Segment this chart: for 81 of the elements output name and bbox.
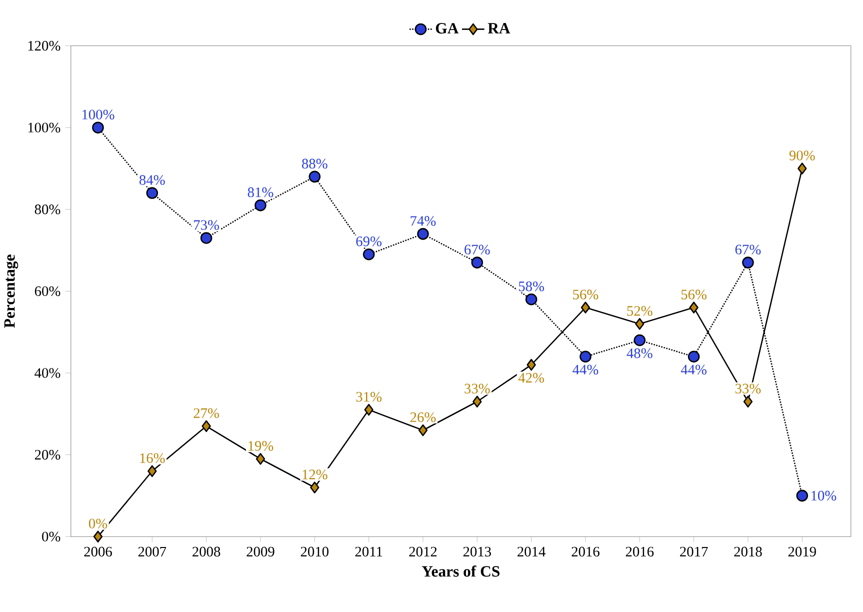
point xyxy=(92,121,104,134)
data-label: 19% xyxy=(248,440,274,451)
data-label: 10% xyxy=(812,490,836,500)
point xyxy=(146,186,158,199)
data-label: 56% xyxy=(681,289,707,300)
point xyxy=(200,232,212,244)
x-tick-label: 2007 xyxy=(138,546,166,556)
data-label: 48% xyxy=(626,348,652,358)
point xyxy=(688,350,700,362)
y-tick-label: 0% xyxy=(42,531,60,542)
data-label: 67% xyxy=(735,244,761,254)
y-tick-label: 40% xyxy=(34,368,60,378)
x-tick-label: 2011 xyxy=(355,546,382,556)
x-tick-label: 2016 xyxy=(572,546,600,556)
point xyxy=(526,358,536,370)
y-tick-label: 20% xyxy=(34,450,60,460)
y-tick-label: 100% xyxy=(28,122,60,132)
y-axis-title: Percentage xyxy=(4,254,18,328)
point xyxy=(362,248,375,260)
x-tick-label: 2009 xyxy=(246,546,274,556)
data-label: 44% xyxy=(680,364,707,374)
data-label: 73% xyxy=(194,220,220,230)
data-label: 69% xyxy=(356,236,382,246)
x-tick-label: 2012 xyxy=(409,546,437,556)
x-tick-label: 2008 xyxy=(192,546,220,556)
point xyxy=(202,420,211,432)
x-tick-label: 2014 xyxy=(518,546,546,556)
data-label: 42% xyxy=(518,372,544,382)
legend-label: GA xyxy=(436,22,459,34)
point xyxy=(580,301,590,314)
data-label: 44% xyxy=(572,364,598,374)
point xyxy=(472,395,482,408)
data-label: 56% xyxy=(573,289,598,300)
point xyxy=(743,395,753,408)
x-tick-label: 2019 xyxy=(788,546,816,556)
data-label: 16% xyxy=(140,453,165,463)
point xyxy=(635,318,644,330)
point xyxy=(796,490,808,502)
data-label: 27% xyxy=(194,408,220,418)
data-label: 90% xyxy=(789,150,815,160)
point xyxy=(580,350,592,362)
point xyxy=(148,465,157,477)
point xyxy=(254,199,266,211)
data-label: 12% xyxy=(302,469,328,480)
data-label: 52% xyxy=(627,306,652,316)
data-label: 33% xyxy=(735,384,761,394)
point xyxy=(742,256,754,268)
data-label: 88% xyxy=(302,158,328,168)
x-tick-label: 2016 xyxy=(626,546,654,556)
point xyxy=(308,170,321,182)
point xyxy=(256,452,266,465)
point xyxy=(364,404,374,416)
x-tick-label: 2017 xyxy=(680,546,708,556)
x-tick-label: 2010 xyxy=(300,546,328,556)
data-label: 0% xyxy=(88,518,108,528)
legend-label: RA xyxy=(488,22,510,34)
point xyxy=(798,162,807,174)
point xyxy=(634,334,646,346)
data-label: 67% xyxy=(464,244,490,254)
x-tick-label: 2006 xyxy=(84,546,112,556)
data-label: 81% xyxy=(248,187,274,197)
point xyxy=(417,228,429,240)
point xyxy=(310,481,320,494)
data-label: 33% xyxy=(464,384,490,394)
x-tick-label: 2013 xyxy=(463,546,491,556)
data-label: 100% xyxy=(82,109,114,120)
x-axis-title: Years of CS xyxy=(422,565,500,576)
y-tick-label: 60% xyxy=(34,286,60,296)
x-tick-label: 2018 xyxy=(734,546,762,556)
y-tick-label: 120% xyxy=(28,40,60,50)
point xyxy=(689,301,698,314)
point xyxy=(93,530,103,542)
data-label: 58% xyxy=(518,281,544,292)
data-label: 31% xyxy=(356,392,382,402)
point xyxy=(418,424,428,436)
data-label: 74% xyxy=(410,216,436,226)
point xyxy=(471,256,484,268)
y-tick-label: 80% xyxy=(34,204,60,214)
data-label: 84% xyxy=(140,174,165,185)
point xyxy=(525,293,538,306)
data-label: 26% xyxy=(410,412,436,422)
